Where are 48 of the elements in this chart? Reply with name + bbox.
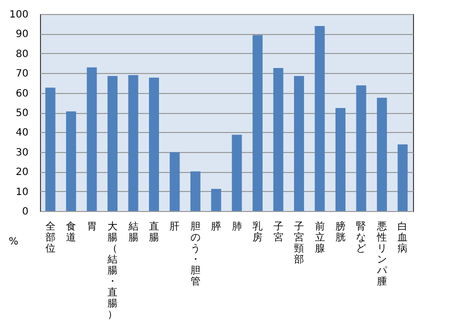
- bar: [273, 68, 284, 211]
- x-tick-label: 肺: [232, 220, 242, 232]
- x-tick-label: 膀胱: [335, 220, 346, 244]
- x-tick-label: 食道: [66, 220, 76, 244]
- bar: [45, 88, 56, 211]
- x-tick-label: 子宮頸部: [294, 222, 304, 266]
- y-tick-label: 30: [16, 147, 28, 158]
- bar: [252, 35, 263, 211]
- bar: [294, 76, 304, 211]
- x-tick-label: 全部位: [45, 220, 56, 254]
- bar: [398, 144, 408, 211]
- bar: [190, 171, 200, 211]
- y-tick-label: 100: [9, 10, 28, 20]
- y-tick-label: 40: [16, 128, 28, 139]
- x-tick-label: 腎など: [356, 220, 366, 254]
- bar: [148, 78, 159, 211]
- bar: [170, 152, 180, 211]
- x-tick-label: 乳房: [252, 220, 263, 244]
- x-tick-label: 悪性リンパ腫: [376, 222, 388, 288]
- bar: [211, 188, 222, 211]
- bar: [108, 76, 118, 211]
- y-tick-label: 80: [16, 48, 28, 60]
- y-tick-label: 70: [16, 68, 28, 80]
- x-tick-label: 直腸: [148, 220, 159, 244]
- x-tick-label: 胃: [86, 222, 97, 232]
- bar: [376, 98, 387, 211]
- x-tick-label: 膵: [211, 220, 222, 232]
- x-tick-label: 前立腺: [314, 220, 325, 254]
- bar: [356, 85, 366, 211]
- y-tick-label: 90: [16, 29, 28, 40]
- category-label: 大腸（結腸・直腸）: [108, 222, 118, 320]
- bar: [86, 67, 97, 211]
- x-tick-label: 胆のう・胆管: [190, 222, 200, 288]
- bar: [66, 111, 76, 211]
- y-tick-label: 0: [22, 206, 28, 218]
- x-tick-label: 子宮: [273, 222, 284, 244]
- bar: [232, 134, 242, 211]
- y-tick-label: 60: [16, 88, 28, 100]
- y-tick-label: 10: [16, 186, 28, 198]
- y-tick-label: 50: [16, 108, 28, 119]
- y-tick-label: 20: [16, 167, 28, 178]
- bar: [128, 75, 138, 211]
- bar: [314, 26, 325, 211]
- bar: [335, 108, 346, 211]
- y-axis-title: %: [8, 236, 18, 248]
- x-tick-label: 結腸: [127, 222, 138, 244]
- x-tick-label: 白血病: [398, 220, 408, 254]
- x-tick-label: 肝: [170, 222, 180, 232]
